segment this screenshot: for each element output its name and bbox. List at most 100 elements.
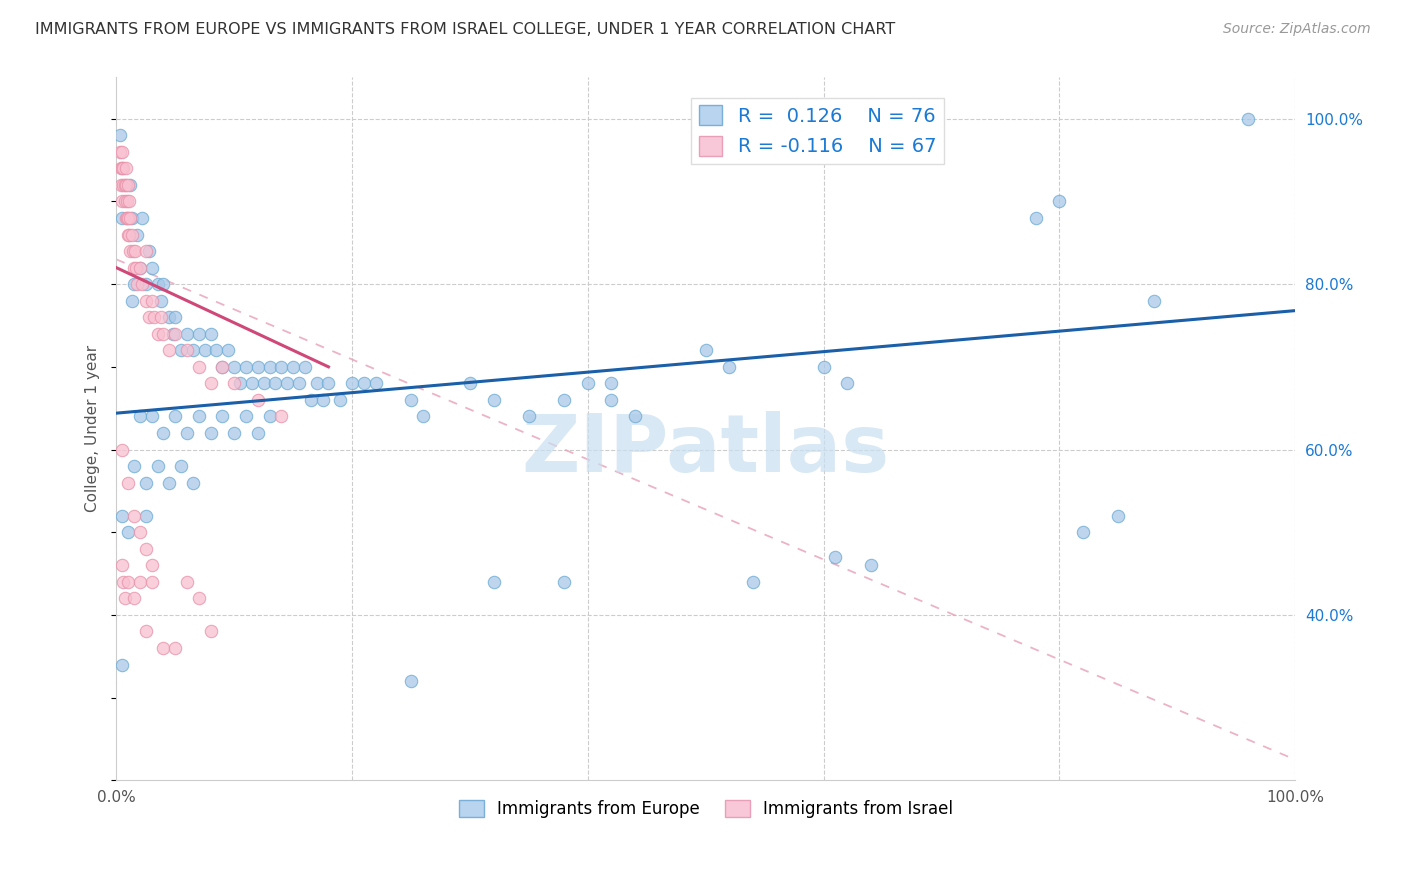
Point [217,343,239,358]
Point [294,359,316,374]
Point [200,624,222,639]
Point [122,591,145,606]
Point [121,244,143,258]
Point [741,574,763,589]
Point [117,525,139,540]
Point [115,194,138,209]
Point [553,574,575,589]
Point [111,508,134,523]
Point [127,277,149,292]
Point [117,178,139,192]
Point [399,392,422,407]
Point [111,145,134,159]
Point [128,260,150,275]
Y-axis label: College, Under 1 year: College, Under 1 year [86,345,100,512]
Point [143,310,166,325]
Point [110,178,132,192]
Point [246,359,269,374]
Point [117,227,139,242]
Point [118,194,141,209]
Point [111,194,134,209]
Point [115,211,138,225]
Point [165,310,187,325]
Point [264,376,287,391]
Point [162,326,184,341]
Point [364,376,387,391]
Legend: Immigrants from Europe, Immigrants from Israel: Immigrants from Europe, Immigrants from … [451,793,959,825]
Point [124,244,146,258]
Point [187,591,209,606]
Point [181,475,204,490]
Point [276,376,298,391]
Point [120,244,142,258]
Point [194,343,217,358]
Point [141,574,163,589]
Point [299,392,322,407]
Point [1047,194,1070,209]
Point [176,425,198,440]
Point [187,409,209,424]
Point [135,624,157,639]
Point [270,359,292,374]
Point [112,161,135,176]
Point [127,227,149,242]
Point [170,459,193,474]
Point [205,343,228,358]
Point [114,161,136,176]
Point [170,343,193,358]
Point [224,376,246,391]
Point [121,227,143,242]
Point [141,293,163,308]
Point [1071,525,1094,540]
Point [399,674,422,689]
Point [146,277,169,292]
Point [152,425,174,440]
Point [150,293,173,308]
Point [114,178,136,192]
Point [329,392,352,407]
Point [141,558,163,573]
Point [517,409,540,424]
Point [211,359,233,374]
Point [157,343,180,358]
Point [165,409,187,424]
Point [122,260,145,275]
Point [458,376,481,391]
Point [318,376,340,391]
Point [157,310,180,325]
Point [813,359,835,374]
Point [125,260,148,275]
Point [718,359,741,374]
Point [187,326,209,341]
Point [235,409,257,424]
Point [111,161,134,176]
Point [114,211,136,225]
Point [128,260,150,275]
Point [187,359,209,374]
Point [211,409,233,424]
Point [128,409,150,424]
Point [111,657,134,672]
Point [553,392,575,407]
Point [246,392,269,407]
Point [340,376,363,391]
Point [1237,112,1260,126]
Point [181,343,204,358]
Point [135,277,157,292]
Point [141,409,163,424]
Point [117,574,139,589]
Point [128,525,150,540]
Point [482,392,505,407]
Point [311,392,333,407]
Point [824,549,846,564]
Point [695,343,717,358]
Point [141,260,163,275]
Point [305,376,328,391]
Point [270,409,292,424]
Point [624,409,647,424]
Point [482,574,505,589]
Point [253,376,276,391]
Point [152,277,174,292]
Point [200,326,222,341]
Point [1107,508,1129,523]
